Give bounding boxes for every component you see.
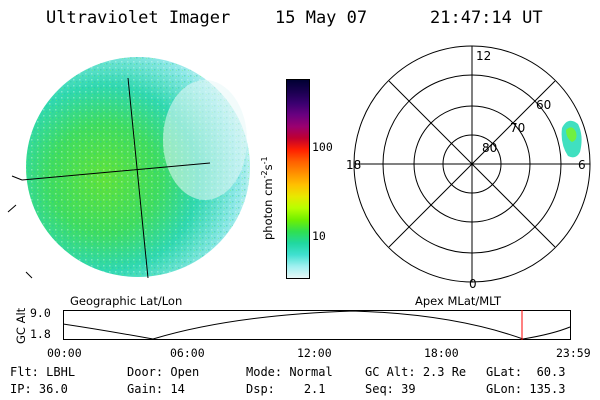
lat-label-60: 60 xyxy=(536,98,551,112)
latitude-line xyxy=(21,162,211,181)
polar-caption: Apex MLat/MLT xyxy=(415,294,502,308)
time-label: 21:47:14 UT xyxy=(430,8,543,28)
status-dsp: Dsp: 2.1 xyxy=(246,382,326,396)
alt-xtick-3: 18:00 xyxy=(424,346,459,360)
alt-xtick-4: 23:59 xyxy=(556,346,591,360)
auroral-blob-core xyxy=(566,127,577,142)
lat-label-70: 70 xyxy=(510,121,525,135)
graticule-tick xyxy=(25,271,33,279)
lat-label-80: 80 xyxy=(482,141,497,155)
alt-ylabel: GC Alt xyxy=(14,307,28,344)
colorbar-unit-label: photon cm-2s-1 xyxy=(260,156,275,240)
status-glat: GLat: 60.3 xyxy=(486,365,566,379)
colorbar-label-wrap: photon cm-2s-1 xyxy=(260,156,282,262)
longitude-line xyxy=(127,77,149,279)
latitude-line-ext xyxy=(11,175,23,181)
polar-diag-2 xyxy=(388,80,556,248)
colorbar xyxy=(286,79,310,279)
alt-curve xyxy=(63,310,571,340)
alt-ytick-bottom: 1.8 xyxy=(30,327,51,341)
instrument-title: Ultraviolet Imager xyxy=(46,8,231,28)
colorbar-tick-100: 100 xyxy=(312,140,333,154)
status-seq: Seq: 39 xyxy=(365,382,416,396)
uv-image-panel xyxy=(7,57,250,279)
status-glon: GLon: 135.3 xyxy=(486,382,566,396)
altitude-plot xyxy=(63,310,571,340)
graticule-tick xyxy=(7,204,17,213)
image-caption: Geographic Lat/Lon xyxy=(70,294,183,308)
status-gcalt: GC Alt: 2.3 Re xyxy=(365,365,467,379)
alt-ylabel-wrap: GC Alt xyxy=(14,306,28,346)
alt-xtick-1: 06:00 xyxy=(170,346,205,360)
mlt-label-bottom: 0 xyxy=(469,277,477,291)
status-mode: Mode: Normal xyxy=(246,365,333,379)
polar-mlt-plot: 12 18 6 0 60 70 80 xyxy=(346,45,591,291)
colorbar-tick-10: 10 xyxy=(312,229,326,243)
alt-plot-frame xyxy=(63,310,571,340)
status-ip: IP: 36.0 xyxy=(10,382,68,396)
alt-xtick-0: 00:00 xyxy=(47,346,82,360)
status-door: Door: Open xyxy=(127,365,200,379)
status-gain: Gain: 14 xyxy=(127,382,185,396)
mlt-label-top: 12 xyxy=(476,49,491,63)
colorbar-gradient xyxy=(287,80,309,278)
mlt-label-left: 18 xyxy=(346,158,361,172)
dayside-glow xyxy=(163,80,247,200)
alt-xtick-2: 12:00 xyxy=(297,346,332,360)
date-label: 15 May 07 xyxy=(275,8,368,28)
alt-ytick-top: 9.0 xyxy=(30,306,51,320)
mlt-label-right: 6 xyxy=(578,158,586,172)
status-flt: Flt: LBHL xyxy=(10,365,76,379)
